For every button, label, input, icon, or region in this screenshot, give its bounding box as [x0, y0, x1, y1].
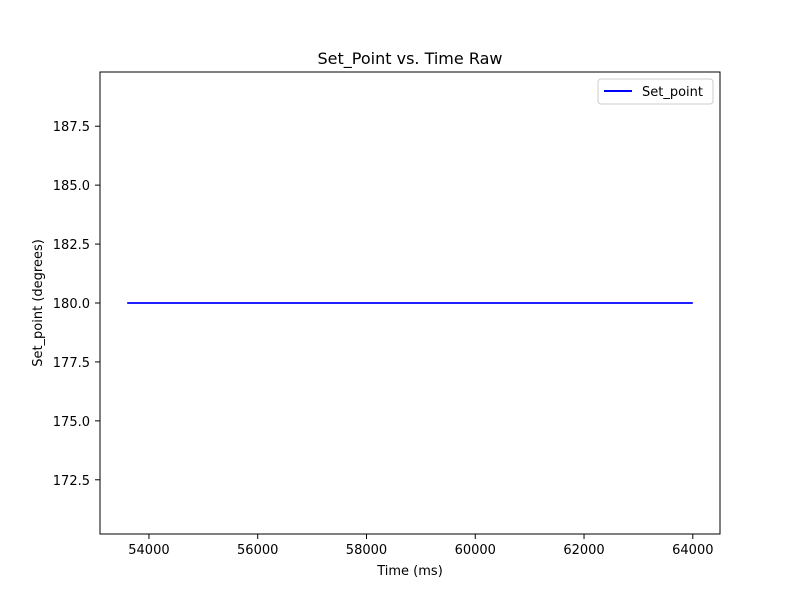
- y-axis: 172.5 175.0 177.5 180.0 182.5 185.0 187.5: [53, 120, 100, 489]
- legend-box: [597, 78, 714, 105]
- x-tick-label: 62000: [563, 543, 604, 558]
- x-tick-label: 64000: [672, 543, 713, 558]
- y-tick-label: 182.5: [53, 238, 90, 253]
- x-tick-label: 54000: [128, 543, 169, 558]
- x-tick-label: 60000: [455, 543, 496, 558]
- y-tick-label: 175.0: [53, 415, 90, 430]
- y-tick-label: 172.5: [53, 474, 90, 489]
- chart-title: Set_Point vs. Time Raw: [318, 49, 503, 69]
- y-tick-label: 185.0: [53, 179, 90, 194]
- y-axis-label: Set_point (degrees): [31, 239, 46, 367]
- x-tick-label: 56000: [237, 543, 278, 558]
- y-tick-label: 187.5: [53, 120, 90, 135]
- legend: Set_point: [597, 78, 714, 105]
- legend-label: Set_point: [642, 85, 703, 100]
- x-tick-label: 58000: [346, 543, 387, 558]
- y-tick-label: 177.5: [53, 356, 90, 371]
- x-axis: 54000 56000 58000 60000 62000 64000: [128, 534, 713, 558]
- y-tick-label: 180.0: [53, 297, 90, 312]
- x-axis-label: Time (ms): [376, 564, 443, 579]
